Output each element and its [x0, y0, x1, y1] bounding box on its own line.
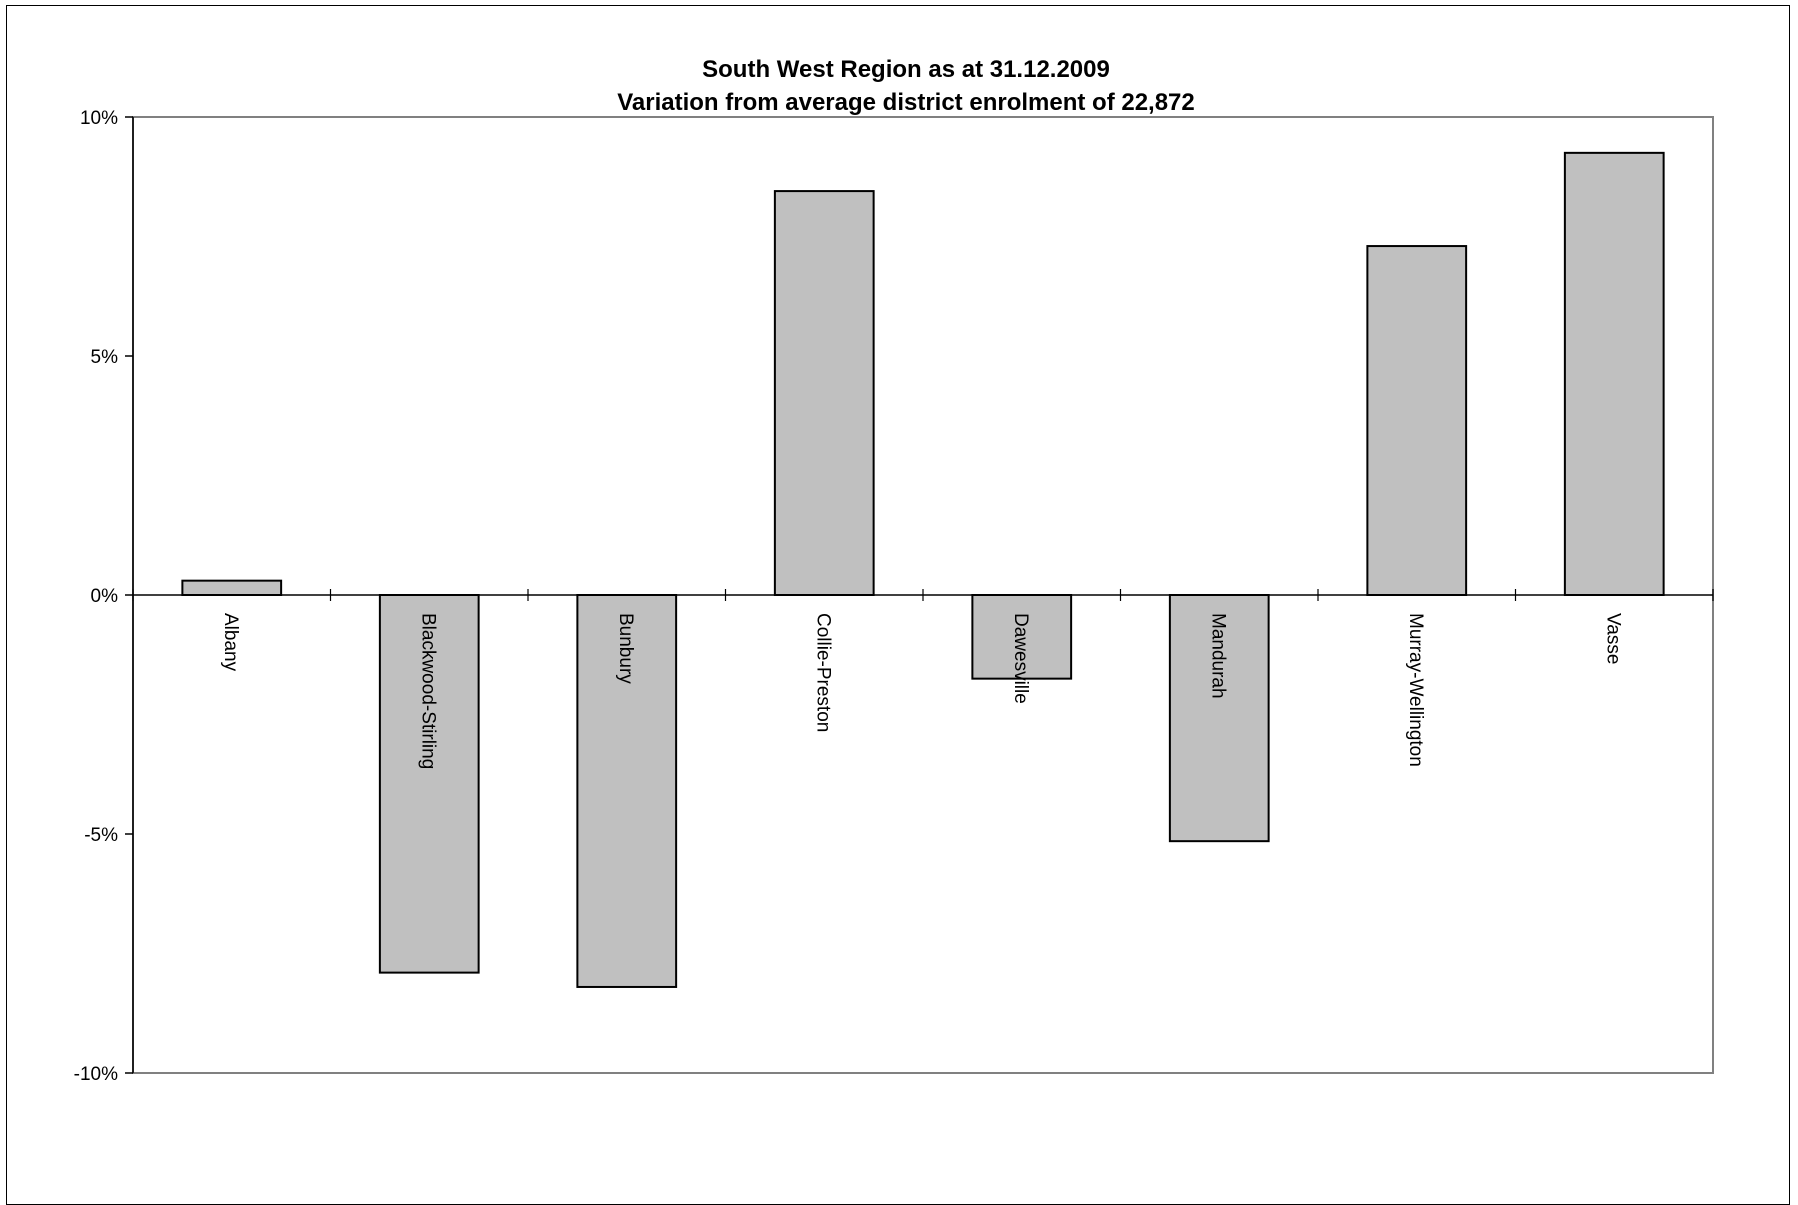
- bar-mandurah: [1168, 594, 1270, 843]
- y-tick-label: 5%: [91, 347, 119, 368]
- x-tick-label: Mandurah: [1207, 613, 1228, 699]
- bar-blackwood-stirling: [378, 594, 480, 974]
- x-tick-label: Dawesville: [1010, 613, 1031, 704]
- axes-layer: [125, 116, 1714, 1074]
- y-tick-label: 0%: [91, 586, 119, 607]
- x-tick-label: Collie-Preston: [812, 613, 833, 732]
- bar-albany: [181, 579, 283, 596]
- x-tick-label: Bunbury: [615, 613, 636, 684]
- bar-dawesville: [971, 594, 1073, 680]
- labels-layer: 10% 5% 0% -5% -10% Albany Blackwood-Stirling Bu…: [74, 108, 1624, 1085]
- y-tick-label: -5%: [84, 825, 118, 846]
- bar-collie-preston: [773, 190, 875, 596]
- y-tick-label: -10%: [74, 1064, 118, 1085]
- x-tick-label: Vasse: [1602, 613, 1623, 664]
- bar-bunbury: [576, 594, 678, 988]
- x-tick-label: Albany: [220, 613, 241, 672]
- bar-murray-wellington: [1366, 245, 1468, 596]
- chart-subtitle: Variation from average district enrolmen…: [617, 89, 1195, 116]
- x-tick-label: Murray-Wellington: [1405, 613, 1426, 767]
- chart-title: South West Region as at 31.12.2009: [702, 56, 1110, 83]
- bar-chart: South West Region as at 31.12.2009 Varia…: [74, 56, 1714, 1085]
- y-tick-label: 10%: [80, 108, 118, 129]
- bars-layer: [181, 151, 1665, 988]
- bar-vasse: [1563, 151, 1665, 596]
- x-tick-label: Blackwood-Stirling: [417, 613, 438, 769]
